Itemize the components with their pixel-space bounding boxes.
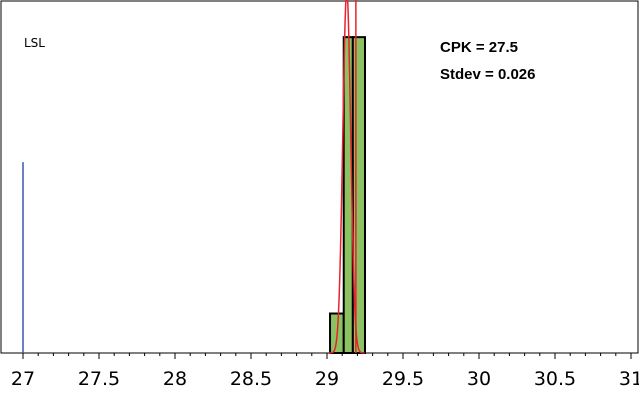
lsl-group: LSL bbox=[22, 36, 45, 353]
x-tick-label: 27 bbox=[11, 368, 35, 390]
distribution-curve bbox=[328, 0, 365, 354]
distribution-curve-group bbox=[328, 0, 365, 354]
lsl-label: LSL bbox=[24, 36, 45, 50]
x-tick-label: 30 bbox=[467, 368, 491, 390]
x-tick-label: 28 bbox=[163, 368, 187, 390]
x-tick-label: 28.5 bbox=[230, 368, 272, 390]
x-tick-label: 31 bbox=[619, 368, 639, 390]
x-tick-label: 27.5 bbox=[78, 368, 120, 390]
x-tick-label: 29 bbox=[315, 368, 339, 390]
stdev-annotation: Stdev = 0.026 bbox=[440, 66, 535, 83]
x-tick-label: 29.5 bbox=[382, 368, 424, 390]
cpk-annotation: CPK = 27.5 bbox=[440, 39, 518, 56]
x-axis: 27 27.5 28 28.5 29 29.5 30 30.5 31 bbox=[11, 353, 639, 390]
plot-frame bbox=[0, 0, 639, 354]
x-tick-label: 30.5 bbox=[534, 368, 576, 390]
